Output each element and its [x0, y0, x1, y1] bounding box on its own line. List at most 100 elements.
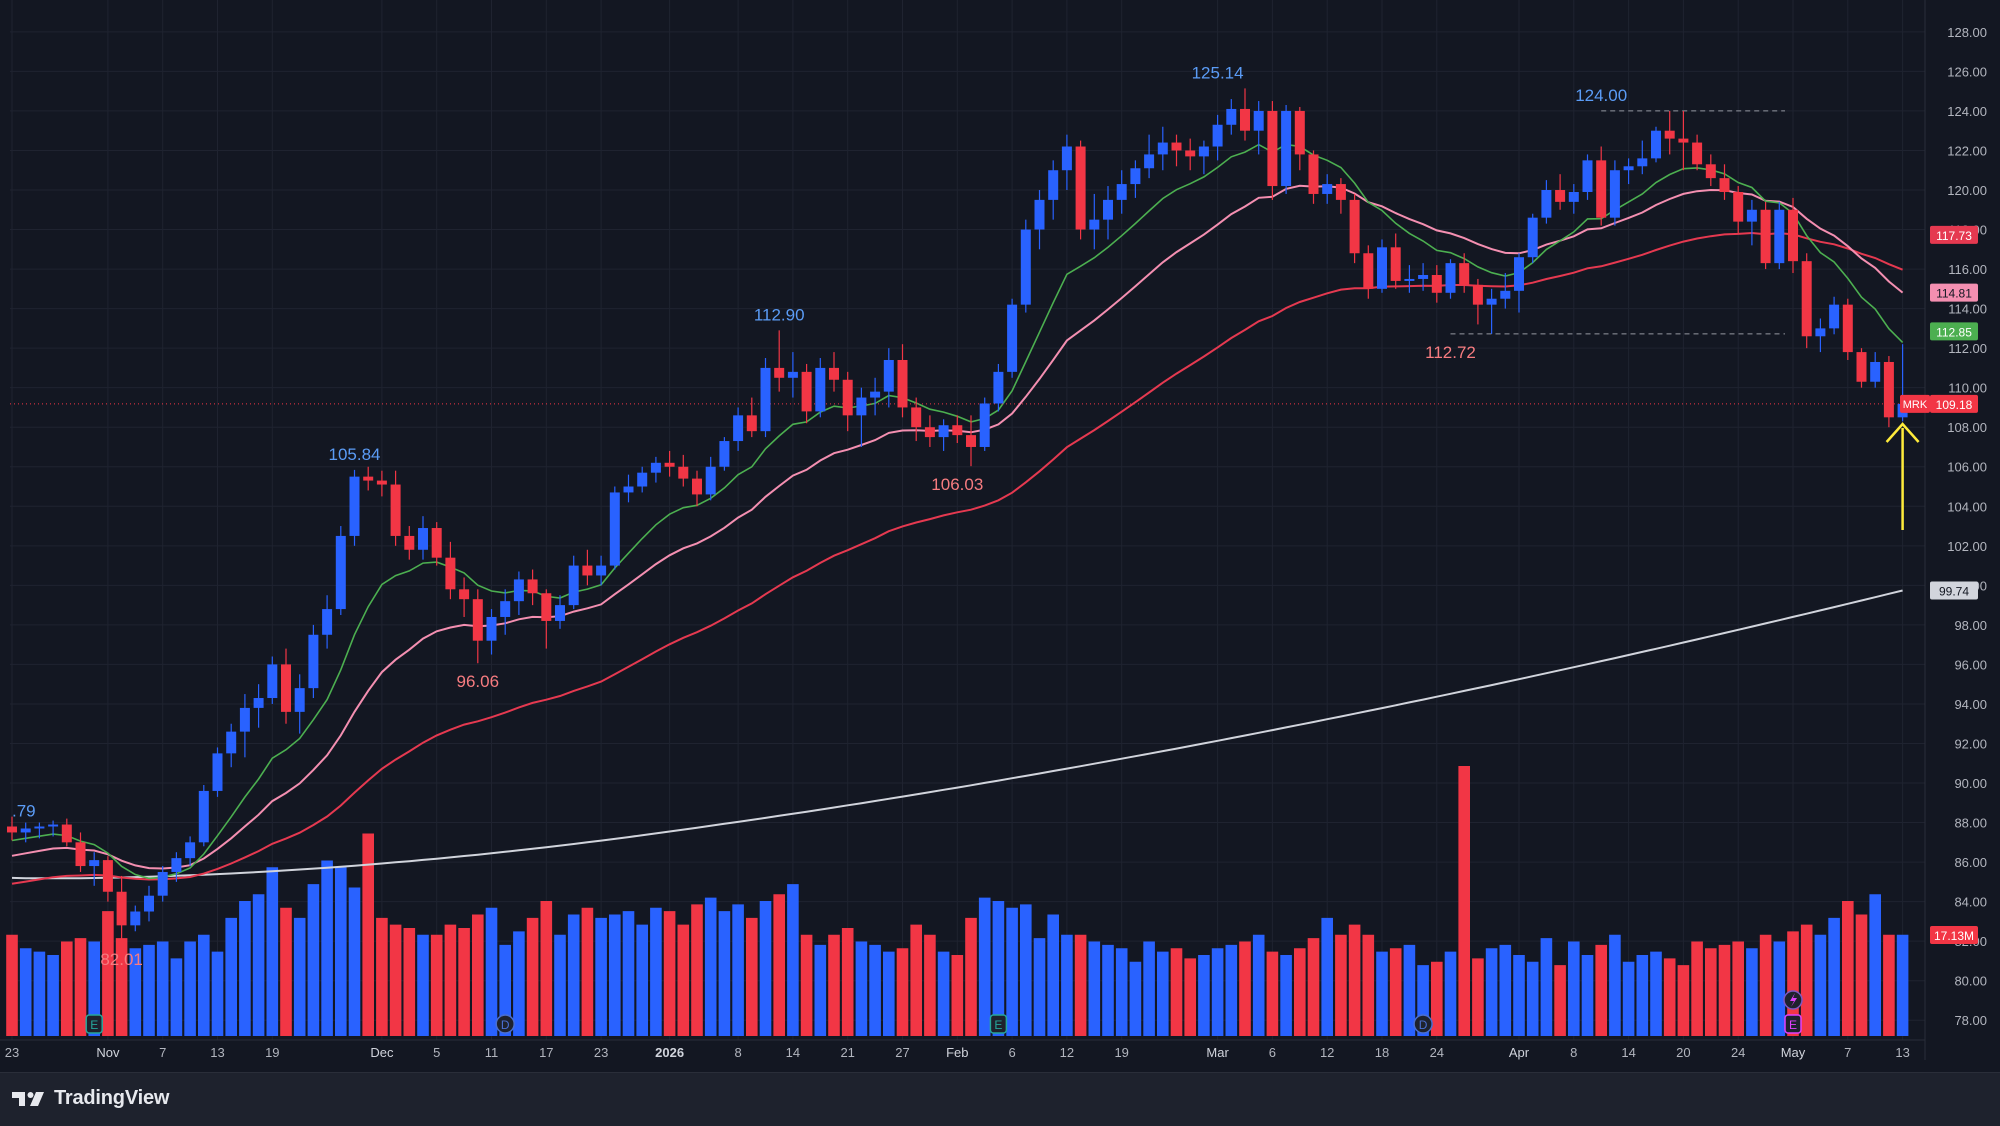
price-annotation-label: 112.90 [754, 305, 805, 324]
volume-bar [184, 941, 196, 1036]
volume-bar [156, 941, 169, 1036]
volume-bar [6, 934, 18, 1036]
event-marker-letter: E [1789, 1018, 1797, 1032]
price-tick-label: 80.00 [1954, 974, 1987, 989]
candle-body [1527, 217, 1538, 258]
candle-body [801, 371, 812, 412]
candle-body [20, 828, 31, 833]
candle-body [555, 605, 565, 621]
candle-body [760, 367, 771, 432]
event-marker-letter: D [501, 1018, 510, 1032]
time-tick-label: 6 [1008, 1045, 1015, 1060]
candle-body [239, 707, 250, 732]
volume-bar [883, 951, 895, 1036]
candle-body [157, 871, 168, 896]
price-annotation-label: .79 [12, 802, 36, 821]
volume-bar [1650, 951, 1662, 1036]
time-tick-label: 14 [786, 1045, 800, 1060]
volume-bar [951, 955, 964, 1036]
candle-body [75, 842, 86, 867]
volume-bar [595, 917, 607, 1036]
candle-body [308, 634, 319, 689]
candle-body [1089, 219, 1100, 230]
candle-body [212, 753, 223, 791]
candle-body [1226, 108, 1237, 125]
candle-body [404, 535, 415, 550]
candle-body [1678, 138, 1689, 143]
volume-bar [1663, 958, 1676, 1036]
candle-body [568, 565, 579, 606]
volume-bar [115, 938, 128, 1036]
axes: 78.0080.0082.0084.0086.0088.0090.0092.00… [0, 0, 1987, 1060]
brand-name: TradingView [54, 1087, 170, 1109]
volume-bar [1636, 955, 1649, 1036]
volume-bar [636, 924, 648, 1036]
candle-body [1363, 253, 1374, 289]
volume-bar [609, 914, 621, 1036]
arrow-annotation [1885, 422, 1920, 530]
last-price-tag: 109.18 [1936, 398, 1973, 412]
candle-body [692, 478, 702, 495]
volume-bar [1362, 934, 1375, 1036]
time-tick-label: 11 [485, 1045, 499, 1060]
candle-body [1157, 142, 1168, 155]
price-tick-label: 116.00 [1948, 262, 1987, 277]
volume-bar [746, 917, 758, 1036]
volume-bar [1622, 961, 1635, 1036]
volume-bar [198, 934, 210, 1036]
ema-fast-value-tag: 112.85 [1936, 325, 1972, 339]
volume-bar [1746, 948, 1758, 1036]
volume-bar [1485, 948, 1498, 1036]
candle-body [1075, 146, 1086, 230]
volume-bar [266, 867, 279, 1036]
candle-body [1705, 164, 1716, 179]
candle-body [1459, 263, 1470, 285]
candle-body [1733, 191, 1744, 222]
volume-bar [1252, 934, 1265, 1036]
volume-bar [554, 934, 566, 1036]
candle-body [1870, 361, 1881, 382]
volume-bar [1321, 917, 1333, 1036]
volume-bar [759, 901, 772, 1036]
candle-body [993, 371, 1004, 404]
candle-body [7, 826, 17, 833]
volume-bar [417, 934, 429, 1036]
brand[interactable]: TradingView [12, 1087, 169, 1110]
volume-bar [1225, 944, 1238, 1036]
candle-body [746, 415, 757, 432]
volume-bar [307, 884, 320, 1036]
time-tick-label: Dec [370, 1045, 394, 1060]
price-tick-label: 98.00 [1954, 618, 1987, 633]
price-chart[interactable]: 105.84 112.90 125.14 124.00 82.01 96.06 106.03… [0, 0, 2000, 1072]
volume-bar [1444, 951, 1457, 1036]
volume-bar [1458, 766, 1470, 1036]
candle-body [1842, 304, 1853, 353]
volume-bar [102, 911, 114, 1036]
candle-body [349, 476, 360, 536]
volume-bar [293, 917, 306, 1036]
candle-body [294, 688, 305, 712]
volume-bar [1047, 914, 1059, 1036]
volume-bar [1266, 951, 1279, 1036]
candle-body [733, 415, 744, 442]
candle-body [911, 407, 922, 428]
candle-body [1815, 328, 1826, 337]
volume-bar [1389, 948, 1402, 1036]
time-tick-label: 7 [159, 1045, 166, 1060]
price-tick-label: 112.00 [1948, 341, 1987, 356]
candle-body [513, 579, 524, 602]
time-tick-label: 27 [895, 1045, 909, 1060]
candle-body [1198, 146, 1209, 157]
price-annotations: 105.84 112.90 125.14 124.00 82.01 96.06 106.03… [12, 63, 1627, 969]
volume-bar [1157, 951, 1169, 1036]
price-tick-label: 88.00 [1954, 816, 1987, 831]
candle-body [1541, 190, 1552, 218]
volume-bar [992, 901, 1005, 1036]
volume-bar [1718, 944, 1731, 1036]
volume-bar [663, 911, 676, 1036]
candle-body [1719, 178, 1730, 192]
candle-body [1692, 142, 1703, 165]
candle-body [376, 480, 387, 485]
volume-bar [855, 941, 868, 1036]
